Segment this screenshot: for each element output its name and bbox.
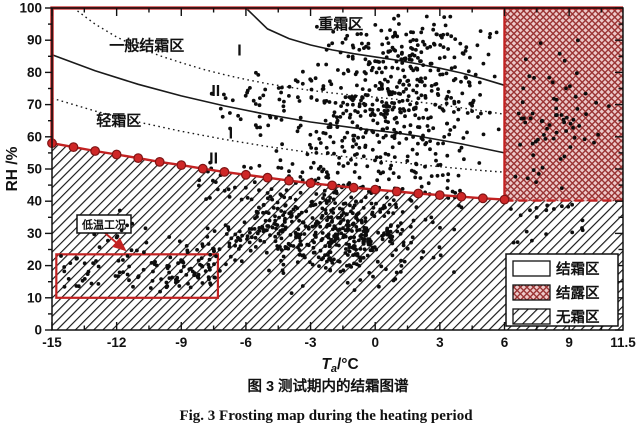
frost-line-marker — [90, 146, 100, 156]
axes-frame — [45, 7, 624, 331]
frost-line-marker — [348, 182, 359, 193]
legend-label: 无霜区 — [556, 308, 600, 326]
low-temp-arrow — [104, 232, 127, 252]
frost-line-marker — [176, 160, 187, 171]
x-tick-label: -15 — [42, 335, 62, 350]
legend-swatch-blank — [512, 260, 551, 277]
x-axis-title: Ta/°C — [321, 356, 358, 375]
frost-line-marker — [133, 153, 144, 164]
frost-line-marker — [240, 169, 251, 180]
caption-english: Fig. 3 Frosting map during the heating p… — [179, 408, 473, 424]
caption-chinese: 图 3 测试期内的结霜图谱 — [247, 377, 409, 395]
y-tick-label: 0 — [34, 323, 42, 338]
light-frost-zone-label: 轻霜区 — [96, 112, 141, 130]
x-tick-label: -12 — [107, 335, 127, 350]
x-tick-label: -6 — [240, 335, 252, 350]
subzone-II-lower-label: II — [209, 151, 218, 168]
scatter-points — [59, 13, 611, 295]
boundary-curves — [51, 7, 505, 173]
severe-general-boundary — [245, 7, 505, 87]
general-frost-zone-label: 一般结霜区 — [109, 37, 184, 55]
legend-swatch-hatch — [512, 308, 551, 325]
general-light-boundary — [51, 53, 505, 154]
frost-line-marker — [391, 186, 402, 197]
frost-line-marker — [478, 193, 488, 204]
low-temp-label: 低温工况 — [81, 218, 126, 232]
x-tick-label: -9 — [175, 335, 187, 350]
y-tick-label: 80 — [27, 65, 42, 80]
x-tick-label: 9 — [565, 335, 573, 350]
axis-titles: RH /% Ta/°C — [4, 146, 359, 375]
frost-line-marker — [154, 156, 165, 167]
legend-swatch-crosshatch — [512, 284, 551, 301]
y-tick-label: 90 — [27, 33, 42, 48]
legend-label: 结霜区 — [556, 260, 600, 278]
frost-line-marker — [197, 163, 208, 174]
heavy-frost-zone-label: 重霜区 — [318, 15, 363, 33]
y-tick-label: 10 — [27, 290, 42, 305]
frost-line-marker — [262, 172, 273, 183]
y-tick-label: 50 — [27, 162, 42, 177]
tick-labels: -15 -12 -9 -6 -3 0 3 6 9 11.5 0 10 20 30 40 50 60 70 80 90 1… — [19, 1, 636, 351]
subzone-I-lower-label: I — [229, 126, 233, 143]
frost-line-marker — [499, 194, 510, 205]
frost-line — [51, 142, 505, 201]
subzone-I-upper-label: I — [237, 43, 241, 60]
frost-line-marker — [456, 191, 467, 202]
y-axis-title: RH /% — [4, 146, 21, 191]
y-tick-label: 20 — [27, 258, 42, 273]
x-tick-label: 6 — [501, 335, 509, 350]
y-tick-label: 40 — [27, 194, 42, 209]
frost-line-marker — [434, 190, 445, 201]
y-tick-label: 100 — [19, 1, 42, 16]
frost-line-marker — [327, 180, 338, 191]
captions: 图 3 测试期内的结霜图谱 Fig. 3 Frosting map during… — [179, 377, 473, 424]
low-temp-rect — [55, 253, 220, 299]
frost-line-marker — [370, 184, 381, 195]
x-tick-label: 11.5 — [610, 335, 636, 350]
x-tick-label: -3 — [305, 335, 317, 350]
x-tick-label: 0 — [371, 335, 379, 350]
frost-line-marker — [111, 149, 122, 160]
y-tick-label: 30 — [27, 226, 42, 241]
frost-line-marker — [413, 188, 424, 199]
x-tick-label: 3 — [436, 335, 444, 350]
subzone-II-upper-label: II — [211, 83, 220, 100]
y-tick-label: 60 — [27, 129, 42, 144]
y-tick-label: 70 — [27, 97, 42, 112]
frost-line-marker — [305, 178, 316, 189]
legend-label: 结露区 — [556, 284, 600, 302]
frost-line-marker — [219, 166, 230, 177]
frost-line-marker — [68, 142, 79, 153]
dew-region — [504, 8, 623, 202]
frost-line-marker — [284, 175, 294, 186]
